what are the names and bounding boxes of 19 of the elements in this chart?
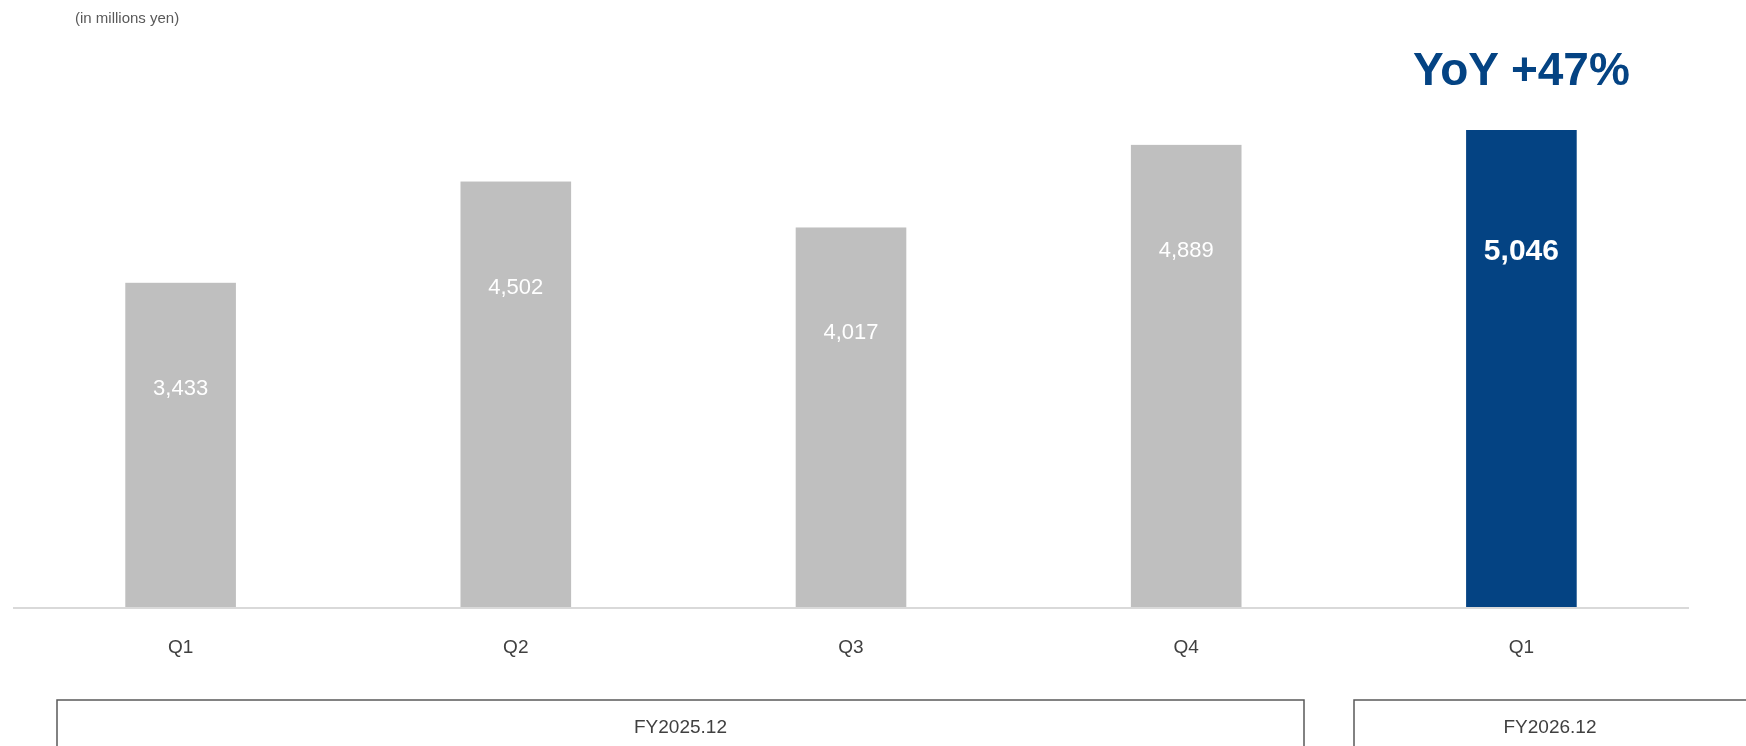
- data-label: 4,017: [823, 319, 879, 345]
- x-tick-label: Q3: [838, 636, 864, 657]
- data-label: 4,889: [1158, 236, 1214, 262]
- bar: [795, 227, 907, 608]
- x-tick-label: Q4: [1173, 636, 1200, 657]
- text: (in millions yen): [75, 9, 180, 26]
- data-label: 3,433: [153, 374, 209, 400]
- bar: [1466, 130, 1577, 608]
- x-tick-label: Q2: [503, 636, 529, 657]
- data-label: 5,046: [1483, 233, 1559, 266]
- x-tick-label: Q1: [1508, 636, 1535, 657]
- text: FY2026.12: [1503, 716, 1597, 737]
- bar: [125, 282, 236, 608]
- data-label: 4,502: [488, 273, 544, 299]
- bar: [1130, 144, 1242, 608]
- x-tick-label: Q1: [167, 636, 194, 657]
- text: FY2025.12: [634, 716, 727, 737]
- text: YoY +47%: [1412, 43, 1630, 95]
- bar: [460, 181, 572, 608]
